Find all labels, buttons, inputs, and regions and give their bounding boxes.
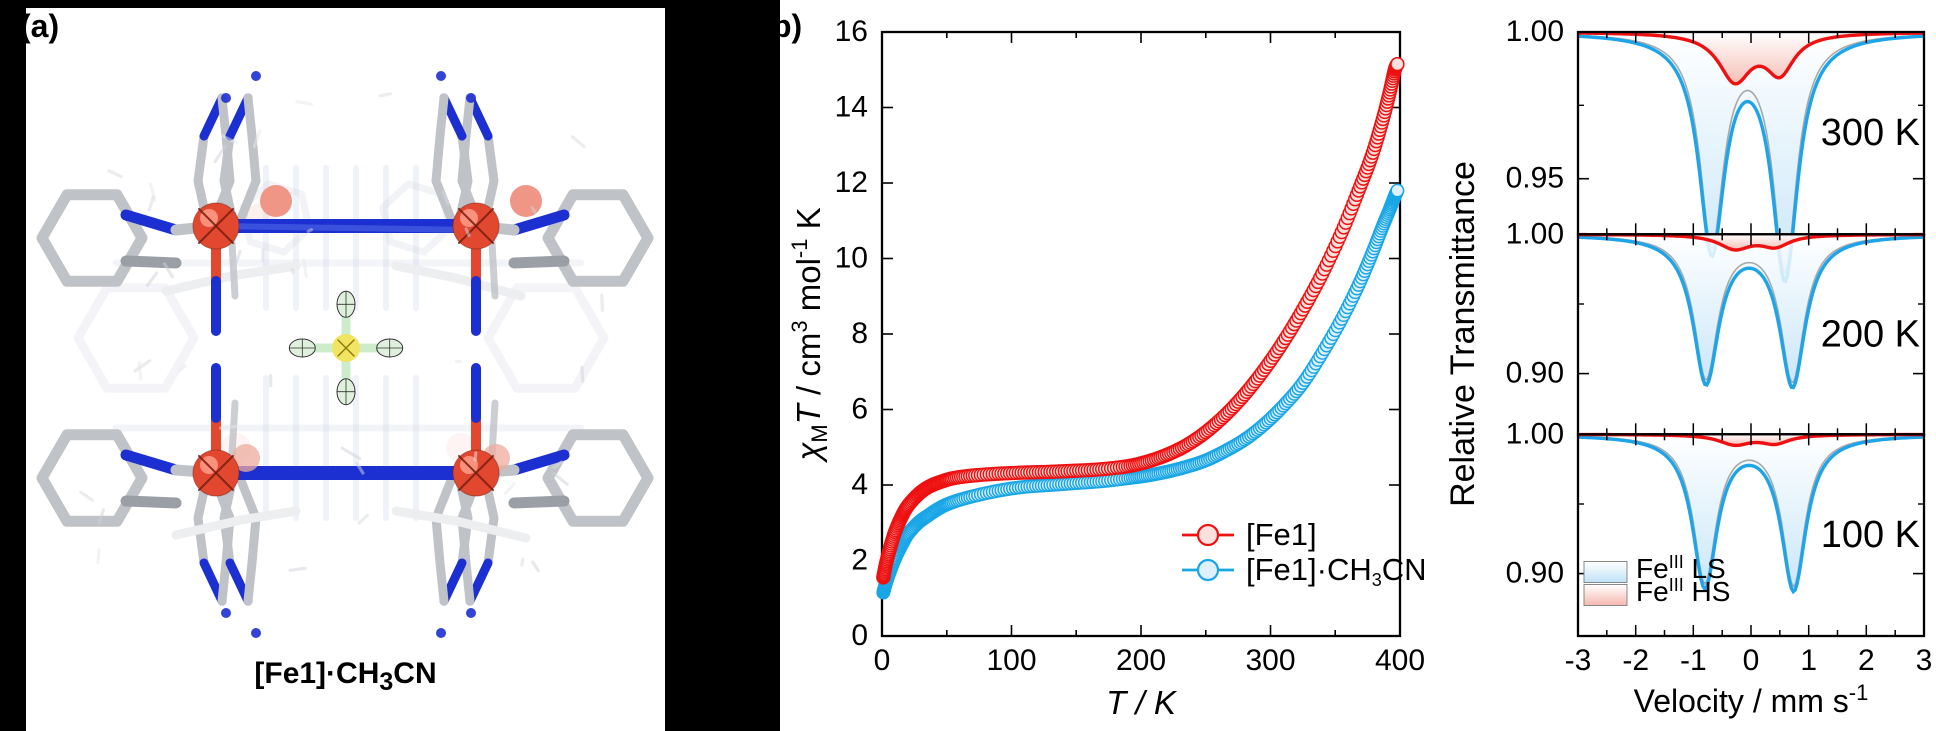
svg-text:T / K: T / K: [1106, 684, 1178, 721]
svg-text:-1: -1: [1680, 644, 1707, 677]
svg-text:0.90: 0.90: [1506, 357, 1564, 390]
svg-text:12: 12: [835, 166, 868, 199]
svg-text:1: 1: [1800, 644, 1817, 677]
svg-text:2: 2: [1858, 644, 1875, 677]
svg-text:8: 8: [851, 317, 868, 350]
svg-text:300 K: 300 K: [1821, 112, 1920, 154]
svg-text:1.00: 1.00: [1506, 417, 1564, 450]
svg-text:3: 3: [1916, 644, 1933, 677]
svg-text:16: 16: [835, 15, 868, 48]
svg-text:0.90: 0.90: [1506, 557, 1564, 590]
svg-text:0: 0: [851, 619, 868, 652]
svg-text:300: 300: [1245, 644, 1295, 677]
svg-text:Relative Transmittance: Relative Transmittance: [1444, 161, 1482, 507]
svg-text:2: 2: [851, 544, 868, 577]
svg-text:6: 6: [851, 393, 868, 426]
svg-text:[Fe1]·CH3CN: [Fe1]·CH3CN: [1246, 552, 1427, 590]
svg-text:1.00: 1.00: [1506, 15, 1564, 48]
svg-text:14: 14: [835, 91, 868, 124]
svg-text:100: 100: [986, 644, 1036, 677]
svg-text:-3: -3: [1565, 644, 1592, 677]
svg-text:FeIII HS: FeIII HS: [1636, 575, 1730, 607]
svg-text:1.00: 1.00: [1506, 217, 1564, 250]
svg-text:0: 0: [1743, 644, 1760, 677]
svg-text:200 K: 200 K: [1821, 313, 1920, 355]
svg-text:4: 4: [851, 468, 868, 501]
svg-text:0: 0: [874, 644, 891, 677]
svg-text:[Fe1]: [Fe1]: [1246, 517, 1317, 552]
svg-text:400: 400: [1375, 644, 1425, 677]
svg-text:200: 200: [1116, 644, 1166, 677]
svg-text:Velocity / mm s-1: Velocity / mm s-1: [1634, 680, 1869, 719]
svg-text:χMT / cm3 mol-1 K: χMT / cm3 mol-1 K: [787, 207, 832, 463]
svg-text:-2: -2: [1622, 644, 1649, 677]
svg-text:10: 10: [835, 242, 868, 275]
svg-text:0.95: 0.95: [1506, 162, 1564, 195]
svg-text:100 K: 100 K: [1821, 514, 1920, 556]
